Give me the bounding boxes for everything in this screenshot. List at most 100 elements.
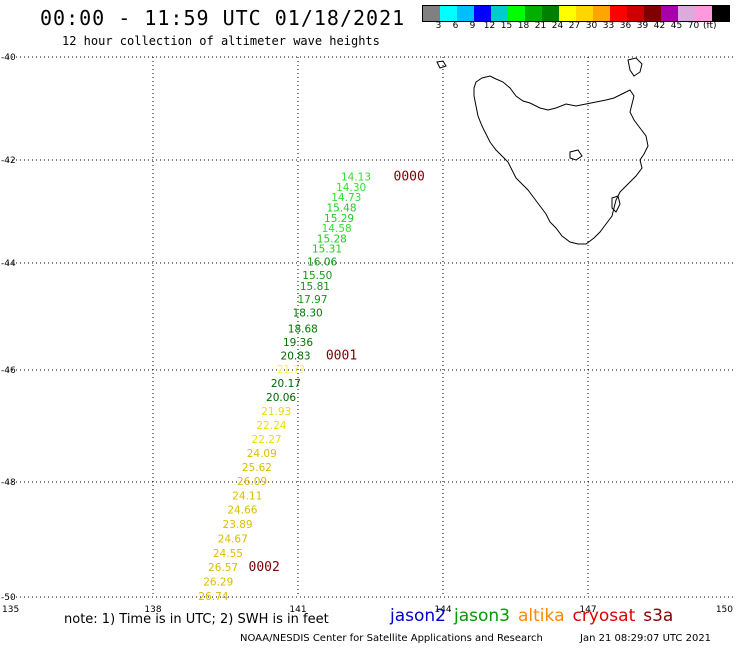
wave-height-label: 24.67 [218,533,248,545]
colorbar-label: 30 [585,21,598,31]
colorbar-swatch [508,6,525,21]
colorbar-swatch [610,6,627,21]
wave-height-label: 24.66 [227,505,257,517]
colorbar-unit: (ft) [703,21,717,31]
colorbar-label: 45 [670,21,683,31]
colorbar-label: 33 [602,21,615,31]
footer-source: NOAA/NESDIS Center for Satellite Applica… [240,633,543,644]
colorbar-swatch [627,6,644,21]
lon-label: 138 [144,605,161,615]
lon-label: 141 [289,605,306,615]
graticule [8,56,735,598]
colorbar-label: 70 [687,21,700,31]
colorbar-swatch [423,6,440,21]
flinders-island-coast [627,57,643,77]
colorbar-swatch [559,6,576,21]
colorbar-swatch [661,6,678,21]
colorbar-swatch [678,6,695,21]
wave-height-label: 23.89 [223,519,253,531]
lat-label: -46 [1,366,16,376]
wave-height-label: 20.06 [266,392,296,404]
colorbar [422,5,730,22]
wave-height-label: 20.83 [281,350,311,362]
colorbar-swatch [695,6,712,21]
satellite-legend: jason2 jason3 altika cryosat s3a [390,606,681,626]
wave-height-label: 18.30 [293,308,323,320]
colorbar-label: 36 [619,21,632,31]
wave-height-label: 15.29 [324,213,354,225]
time-label: 0000 [394,170,425,185]
wave-height-label: 26.57 [208,562,238,574]
legend-item-s3a: s3a [643,606,674,626]
colorbar-label: 27 [568,21,581,31]
colorbar-label: 24 [551,21,564,31]
lat-label: -50 [1,593,16,603]
colorbar-label: 6 [452,21,459,31]
wave-height-label: 26.29 [203,577,233,589]
wave-height-label: 22.24 [256,420,286,432]
wave-height-label: 16.06 [307,257,337,269]
colorbar-swatch [457,6,474,21]
lat-label: -44 [1,259,16,269]
lon-label: 144 [434,605,451,615]
colorbar-swatch [525,6,542,21]
wave-height-label: 19.36 [283,337,313,349]
wave-height-label: 18.68 [288,324,318,336]
wave-height-label: 20.17 [271,378,301,390]
wave-height-label: 14.73 [331,192,361,204]
time-labels: 0000 0001 0002 [249,170,425,576]
wave-height-label: 25.62 [242,462,272,474]
legend-item-jason2: jason2 [390,606,446,626]
tasmania-coastline [473,75,649,245]
colorbar-swatch [712,6,729,21]
wave-height-label: 24.09 [247,448,277,460]
wave-height-label: 15.31 [312,244,342,256]
legend-item-cryosat: cryosat [572,606,636,626]
wave-height-label: 14.58 [322,223,352,235]
wave-height-label: 24.11 [232,490,262,502]
wave-height-label: 26.09 [237,476,267,488]
colorbar-label: 12 [483,21,496,31]
colorbar-label: 21 [534,21,547,31]
wave-height-label: 15.48 [326,203,356,215]
king-island-coast [436,60,447,69]
wave-height-label: 26.74 [198,591,228,603]
colorbar-swatch [593,6,610,21]
lake-coast [569,149,583,161]
colorbar-swatch [576,6,593,21]
wave-height-label: 22.27 [252,434,282,446]
colorbar-labels: 3 6 9 12 15 18 21 24 27 30 33 36 39 42 45 70 (ft) [422,21,717,31]
wave-height-label: 15.28 [317,233,347,245]
colorbar-label: 18 [517,21,530,31]
page-subtitle: 12 hour collection of altimeter wave hei… [62,34,380,48]
colorbar-swatch [440,6,457,21]
colorbar-swatch [491,6,508,21]
lat-label: -40 [1,53,16,63]
time-label: 0001 [326,348,357,363]
legend-item-altika: altika [518,606,565,626]
wave-height-label: 15.50 [302,270,332,282]
page-title: 00:00 - 11:59 UTC 01/18/2021 [40,6,406,30]
colorbar-label: 39 [636,21,649,31]
wave-height-label: 14.30 [336,182,366,194]
note-text: note: 1) Time is in UTC; 2) SWH is in fe… [64,612,329,627]
colorbar-swatch [474,6,491,21]
maria-island-coast [611,195,621,213]
legend-item-jason3: jason3 [454,606,510,626]
wave-height-label: 17.97 [297,294,327,306]
lon-label: 147 [579,605,596,615]
wave-height-label: 24.55 [213,548,243,560]
wave-height-label: 14.13 [341,172,371,184]
wave-height-points: 14.1314.3014.7315.4815.2914.5815.2815.31… [198,172,371,603]
axis-labels: -40 -42 -44 -46 -48 -50 135 138 141 144 147 150 [1,53,733,615]
colorbar-swatch [542,6,559,21]
wave-height-label: 21.?? [277,364,305,376]
lon-label: 135 [2,605,19,615]
wave-height-label: 15.81 [300,281,330,293]
colorbar-label: 9 [469,21,476,31]
lon-label: 150 [716,605,733,615]
footer-timestamp: Jan 21 08:29:07 UTC 2021 [580,633,712,644]
colorbar-swatch [644,6,661,21]
